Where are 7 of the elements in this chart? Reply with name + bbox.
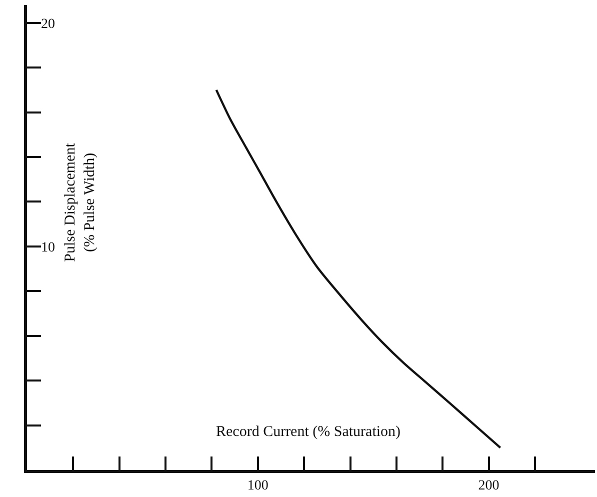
y-tick-label: 10 <box>40 240 55 256</box>
line-series <box>215 88 502 449</box>
x-tick-label: 100 <box>247 478 268 494</box>
x-axis-title: Record Current (% Saturation) <box>216 424 401 440</box>
x-tick-label: 200 <box>478 478 500 494</box>
y-axis-title: Pulse Displacement (% Pulse Width) <box>62 142 98 262</box>
y-tick-label: 20 <box>40 16 55 32</box>
